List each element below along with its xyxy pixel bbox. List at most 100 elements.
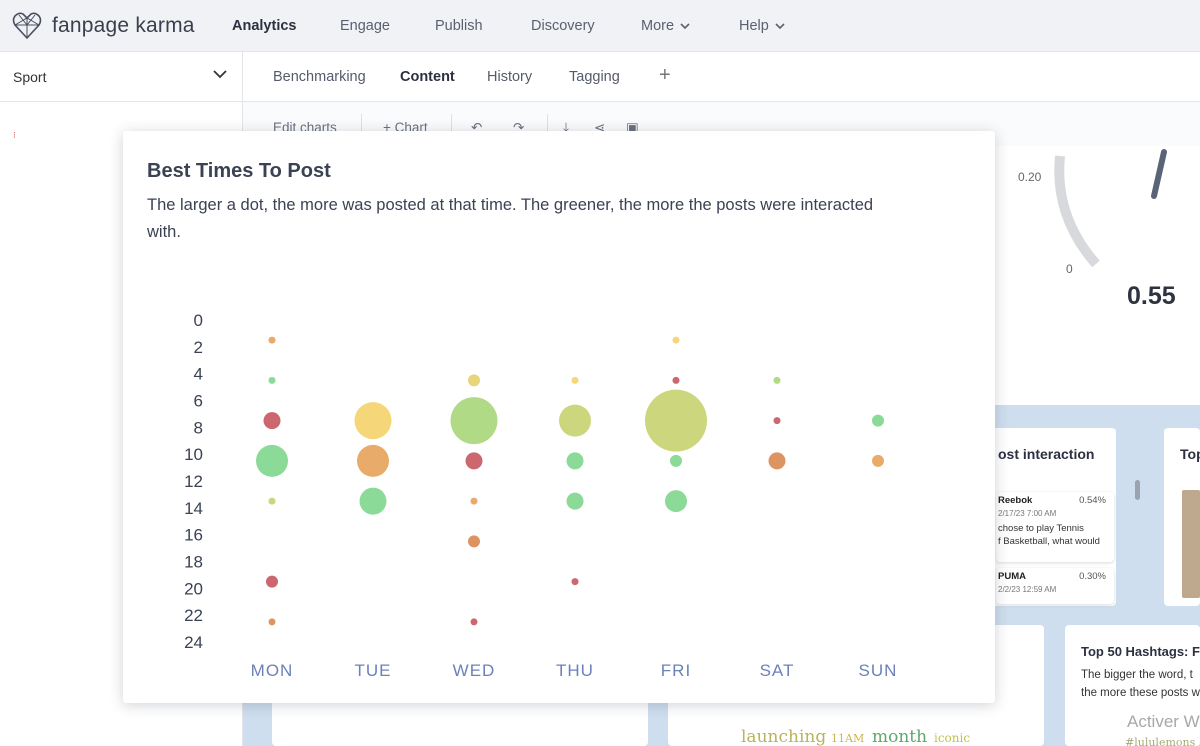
bubble-point[interactable]	[872, 454, 884, 467]
bubble-point[interactable]	[559, 404, 591, 437]
gauge-tick-label: 0.20	[1018, 170, 1042, 184]
bubble-point[interactable]	[645, 389, 707, 452]
category-select[interactable]: Sport	[0, 52, 243, 102]
tabs-bar: Benchmarking Content History Tagging +	[243, 52, 1200, 102]
bubble-point[interactable]	[256, 444, 288, 477]
tab-history[interactable]: History	[487, 69, 533, 85]
bubble-point[interactable]	[468, 535, 480, 548]
bubble-point[interactable]	[571, 578, 579, 586]
add-tab-button[interactable]: +	[659, 64, 671, 86]
toolbar-divider	[451, 114, 452, 140]
nav-label: Engage	[340, 18, 390, 34]
chevron-down-icon	[680, 22, 690, 29]
bubble-point[interactable]	[670, 454, 682, 467]
bubble-point[interactable]	[359, 487, 387, 515]
os-activation-watermark: Activer W	[1127, 712, 1200, 731]
post-thumbnail	[1182, 490, 1200, 598]
bubble-point[interactable]	[465, 452, 483, 470]
hashtags-card	[1065, 625, 1200, 746]
bubble-point[interactable]	[470, 497, 478, 505]
nav-analytics[interactable]: Analytics	[232, 18, 296, 34]
gauge-chart	[1054, 149, 1167, 268]
nav-engage[interactable]: Engage	[340, 18, 390, 34]
nav-label: More	[641, 18, 675, 34]
top-posts-card	[1164, 428, 1200, 606]
bubble-point[interactable]	[768, 452, 786, 470]
nav-label: Analytics	[232, 18, 297, 34]
x-tick-label: SAT	[760, 661, 795, 680]
modal-title: Best Times To Post	[147, 160, 331, 182]
chevron-down-icon	[775, 22, 785, 29]
x-tick-label: SUN	[859, 661, 898, 680]
x-tick-label: MON	[251, 661, 294, 680]
bubble-point[interactable]	[268, 376, 276, 384]
nav-label: Discovery	[531, 18, 595, 34]
toolbar-divider	[547, 114, 548, 140]
y-tick-label: 2	[194, 338, 203, 357]
bubble-point[interactable]	[268, 497, 276, 505]
gauge-value: 0.55	[1127, 282, 1176, 310]
bubble-point[interactable]	[354, 402, 392, 440]
tab-benchmarking[interactable]: Benchmarking	[273, 69, 366, 85]
hashtags-description-line: the more these posts w	[1081, 687, 1200, 699]
tab-tagging[interactable]: Tagging	[569, 69, 620, 85]
post-item[interactable]: PUMA 0.30% 2/2/23 12:59 AM	[996, 568, 1114, 604]
dashboard-card	[272, 700, 648, 746]
bubble-point[interactable]	[263, 412, 281, 430]
app-logo[interactable]: fanpage karma	[12, 12, 195, 40]
word-cloud-word: 11AM	[831, 732, 865, 745]
undo-icon[interactable]: ↶	[471, 120, 483, 135]
post-item[interactable]: Reebok 0.54% 2/17/23 7:00 AM chose to pl…	[996, 492, 1114, 562]
word-cloud-word: launching	[741, 727, 827, 746]
bubble-point[interactable]	[470, 618, 478, 626]
y-tick-label: 8	[194, 418, 203, 437]
bubble-point[interactable]	[450, 397, 498, 445]
top-navigation: fanpage karma Analytics Engage Publish D…	[0, 0, 1200, 52]
nav-publish[interactable]: Publish	[435, 18, 483, 34]
bubble-point[interactable]	[571, 376, 579, 384]
y-tick-label: 6	[194, 392, 203, 411]
post-date: 2/2/23 12:59 AM	[998, 585, 1057, 594]
post-text-line: f Basketball, what would	[998, 536, 1100, 547]
x-tick-label: FRI	[661, 661, 691, 680]
bubble-point[interactable]	[672, 336, 680, 344]
bubble-point[interactable]	[773, 376, 781, 384]
y-tick-label: 24	[184, 633, 203, 652]
bubble-point[interactable]	[773, 417, 781, 425]
bubble-point[interactable]	[268, 336, 276, 344]
bubble-point[interactable]	[468, 374, 480, 387]
bubble-point[interactable]	[266, 575, 278, 588]
top-card-title: Top	[1180, 446, 1200, 462]
bubble-point[interactable]	[268, 618, 276, 626]
scrollbar-thumb[interactable]	[1135, 480, 1140, 500]
small-icon: ⁝	[13, 130, 16, 140]
word-cloud-word: #lululemons	[1125, 736, 1196, 746]
word-cloud-word: month	[872, 727, 928, 746]
bubble-point[interactable]	[357, 444, 389, 477]
bubble-point[interactable]	[566, 452, 584, 470]
redo-icon[interactable]: ↷	[513, 120, 525, 135]
share-icon[interactable]: ⋖	[594, 120, 606, 135]
nav-more[interactable]: More	[641, 18, 690, 34]
bubble-point[interactable]	[665, 490, 687, 513]
y-tick-label: 0	[194, 311, 203, 330]
bubble-point[interactable]	[566, 492, 584, 510]
hashtags-description-line: The bigger the word, t	[1081, 669, 1193, 681]
heart-logo-icon	[12, 12, 42, 40]
y-tick-label: 12	[184, 472, 203, 491]
y-tick-label: 4	[194, 365, 203, 384]
download-icon[interactable]: ⤓	[563, 120, 569, 135]
tab-content[interactable]: Content	[400, 69, 455, 85]
nav-discovery[interactable]: Discovery	[531, 18, 595, 34]
nav-help[interactable]: Help	[739, 18, 785, 34]
y-tick-label: 16	[184, 526, 203, 545]
bubble-point[interactable]	[872, 414, 884, 427]
chevron-down-icon	[213, 70, 227, 79]
nav-label: Help	[739, 18, 769, 34]
y-tick-label: 20	[184, 579, 203, 598]
y-tick-label: 22	[184, 606, 203, 625]
bubble-point[interactable]	[672, 376, 680, 384]
x-tick-label: WED	[453, 661, 496, 680]
post-percentage: 0.30%	[1079, 571, 1106, 582]
